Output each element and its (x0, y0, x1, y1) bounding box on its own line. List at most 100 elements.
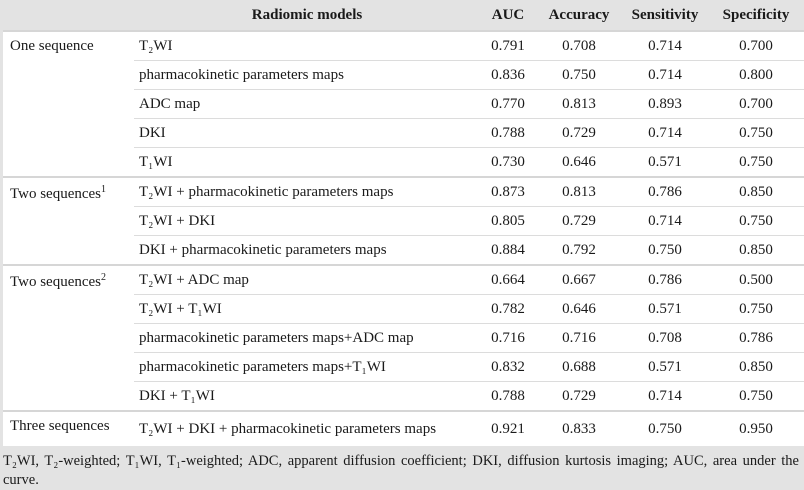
table-row: T₂WI + T₁WI 0.782 0.646 0.571 0.750 (3, 294, 804, 324)
auc-cell: 0.873 (480, 176, 536, 207)
header-auc: AUC (491, 6, 525, 23)
specificity-cell: 0.750 (708, 206, 804, 236)
group-label-text: One sequence (10, 38, 94, 54)
group-label-text: Three sequences (10, 418, 110, 434)
accuracy-cell: 0.813 (536, 176, 622, 207)
footnote-marker: 1 (101, 184, 107, 195)
model-name-cell: pharmacokinetic parameters maps (134, 60, 480, 90)
table-row: T₂WI + DKI 0.805 0.729 0.714 0.750 (3, 206, 804, 236)
model-name-cell: pharmacokinetic parameters maps+ADC map (134, 323, 480, 353)
group-label-text: Two sequences (10, 274, 102, 290)
accuracy-cell: 0.716 (536, 323, 622, 353)
specificity-cell: 0.850 (708, 352, 804, 382)
specificity-cell: 0.700 (708, 89, 804, 119)
table-row: ADC map 0.770 0.813 0.893 0.700 (3, 89, 804, 119)
auc-cell: 0.836 (480, 60, 536, 90)
auc-cell: 0.791 (480, 30, 536, 61)
group-label: One sequence (3, 30, 134, 177)
table-header-row: Radiomic models AUC Accuracy Sensitivity… (3, 0, 804, 31)
specificity-cell: 0.750 (708, 147, 804, 177)
model-name-cell: T₂WI + DKI + pharmacokinetic parameters … (134, 410, 480, 446)
model-name-cell: pharmacokinetic parameters maps+T₁WI (134, 352, 480, 382)
sensitivity-cell: 0.708 (622, 323, 708, 353)
auc-cell: 0.805 (480, 206, 536, 236)
accuracy-cell: 0.646 (536, 294, 622, 324)
auc-cell: 0.788 (480, 118, 536, 148)
model-name-cell: ADC map (134, 89, 480, 119)
specificity-cell: 0.850 (708, 176, 804, 207)
auc-cell: 0.788 (480, 381, 536, 411)
group-label: Two sequences2 (3, 264, 134, 411)
accuracy-cell: 0.792 (536, 235, 622, 265)
table-row: Two sequences1 T₂WI + pharmacokinetic par… (3, 176, 804, 265)
footnote-marker: 2 (101, 272, 107, 283)
model-name-cell: DKI + pharmacokinetic parameters maps (134, 235, 480, 265)
specificity-cell: 0.500 (708, 264, 804, 295)
accuracy-cell: 0.646 (536, 147, 622, 177)
header-specificity: Specificity (722, 6, 790, 23)
accuracy-cell: 0.729 (536, 381, 622, 411)
model-name-cell: DKI (134, 118, 480, 148)
auc-cell: 0.730 (480, 147, 536, 177)
auc-cell: 0.716 (480, 323, 536, 353)
header-radiomic-models: Radiomic models (251, 6, 363, 23)
accuracy-cell: 0.667 (536, 264, 622, 295)
auc-cell: 0.832 (480, 352, 536, 382)
model-name-cell: DKI + T₁WI (134, 381, 480, 411)
group-label: Three sequences (3, 410, 134, 446)
accuracy-cell: 0.729 (536, 206, 622, 236)
specificity-cell: 0.850 (708, 235, 804, 265)
table-row: DKI + T₁WI 0.788 0.729 0.714 0.750 (3, 381, 804, 411)
accuracy-cell: 0.750 (536, 60, 622, 90)
sensitivity-cell: 0.786 (622, 176, 708, 207)
radiomic-models-table: Radiomic models AUC Accuracy Sensitivity… (3, 0, 804, 446)
specificity-cell: 0.750 (708, 118, 804, 148)
sensitivity-cell: 0.571 (622, 352, 708, 382)
header-sensitivity: Sensitivity (631, 6, 699, 23)
specificity-cell: 0.700 (708, 30, 804, 61)
table-row: pharmacokinetic parameters maps 0.836 0.75… (3, 60, 804, 90)
auc-cell: 0.921 (480, 410, 536, 446)
sensitivity-cell: 0.714 (622, 118, 708, 148)
specificity-cell: 0.750 (708, 294, 804, 324)
sensitivity-cell: 0.893 (622, 89, 708, 119)
header-accuracy: Accuracy (548, 6, 610, 23)
model-name-cell: T₂WI + ADC map (134, 264, 480, 295)
model-name-cell: T₂WI + pharmacokinetic parameters maps (134, 176, 480, 207)
auc-cell: 0.664 (480, 264, 536, 295)
sensitivity-cell: 0.750 (622, 235, 708, 265)
accuracy-cell: 0.688 (536, 352, 622, 382)
sensitivity-cell: 0.571 (622, 147, 708, 177)
accuracy-cell: 0.708 (536, 30, 622, 61)
model-name-cell: T₂WI + DKI (134, 206, 480, 236)
sensitivity-cell: 0.571 (622, 294, 708, 324)
table-row: DKI 0.788 0.729 0.714 0.750 (3, 118, 804, 148)
group-label: Two sequences1 (3, 176, 134, 265)
sensitivity-cell: 0.786 (622, 264, 708, 295)
auc-cell: 0.782 (480, 294, 536, 324)
sensitivity-cell: 0.714 (622, 60, 708, 90)
sensitivity-cell: 0.714 (622, 206, 708, 236)
auc-cell: 0.884 (480, 235, 536, 265)
table-footnote: T₂WI, T₂-weighted; T₁WI, T₁-weighted; AD… (3, 453, 799, 488)
table-row: T₁WI 0.730 0.646 0.571 0.750 (3, 147, 804, 177)
sensitivity-cell: 0.714 (622, 381, 708, 411)
auc-cell: 0.770 (480, 89, 536, 119)
specificity-cell: 0.950 (708, 410, 804, 446)
specificity-cell: 0.750 (708, 381, 804, 411)
table-row: Three sequences T₂WI + DKI + pharmacokine… (3, 410, 804, 446)
specificity-cell: 0.786 (708, 323, 804, 353)
model-name-cell: T₂WI + T₁WI (134, 294, 480, 324)
model-name-cell: T₂WI (134, 30, 480, 61)
model-name-cell: T₁WI (134, 147, 480, 177)
accuracy-cell: 0.729 (536, 118, 622, 148)
sensitivity-cell: 0.750 (622, 410, 708, 446)
header-group (3, 0, 134, 31)
table-row: pharmacokinetic parameters maps+ADC map 0… (3, 323, 804, 353)
table-row: One sequence T₂WI 0.791 0.708 0.714 0.700 (3, 30, 804, 177)
table-row: DKI + pharmacokinetic parameters maps 0.8… (3, 235, 804, 265)
specificity-cell: 0.800 (708, 60, 804, 90)
accuracy-cell: 0.833 (536, 410, 622, 446)
sensitivity-cell: 0.714 (622, 30, 708, 61)
